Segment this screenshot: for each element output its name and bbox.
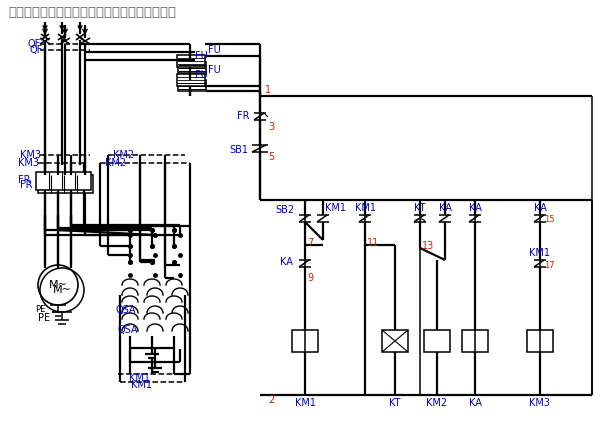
Text: KM1: KM1: [131, 380, 152, 390]
Text: PE: PE: [38, 313, 50, 323]
Text: KM1: KM1: [129, 373, 150, 383]
Text: 5: 5: [268, 152, 275, 162]
Text: KM2: KM2: [426, 398, 447, 408]
Text: 3: 3: [268, 122, 274, 132]
Bar: [424, 330, 450, 352]
Text: KM1: KM1: [325, 203, 346, 213]
Text: KA: KA: [280, 257, 293, 267]
Bar: [36, 172, 91, 190]
Bar: [292, 330, 318, 352]
Bar: [178, 62, 206, 73]
Text: QSA: QSA: [118, 325, 138, 335]
Text: 11: 11: [367, 238, 379, 248]
Text: KA: KA: [439, 203, 452, 213]
Text: 2: 2: [268, 395, 275, 405]
Text: KA: KA: [468, 203, 482, 213]
Text: KM2: KM2: [105, 158, 126, 168]
Text: SB1: SB1: [229, 145, 248, 155]
Text: KM3: KM3: [20, 150, 41, 160]
Bar: [177, 74, 205, 86]
Text: 17: 17: [544, 260, 554, 270]
Text: KA: KA: [533, 203, 547, 213]
Bar: [178, 80, 206, 91]
Text: 7: 7: [307, 238, 313, 248]
Text: 1: 1: [265, 85, 271, 95]
Text: SB2: SB2: [276, 205, 295, 215]
Text: FU: FU: [195, 51, 208, 61]
Text: FR: FR: [238, 111, 250, 121]
Text: M~: M~: [52, 285, 72, 295]
Text: KM2: KM2: [113, 150, 134, 160]
Bar: [38, 175, 93, 193]
Bar: [177, 55, 205, 67]
Text: FR: FR: [20, 180, 33, 190]
Text: KT: KT: [389, 398, 401, 408]
Text: KM1: KM1: [355, 203, 376, 213]
Text: KT: KT: [414, 203, 426, 213]
Text: FU: FU: [195, 70, 208, 80]
Text: KM1: KM1: [294, 398, 315, 408]
Text: KM3: KM3: [18, 158, 39, 168]
Bar: [382, 330, 408, 352]
Bar: [527, 330, 553, 352]
Text: 13: 13: [422, 241, 434, 251]
Text: KA: KA: [468, 398, 482, 408]
Text: QF: QF: [30, 45, 43, 55]
Text: PE: PE: [35, 305, 45, 314]
Text: 15: 15: [544, 216, 554, 225]
Text: FU: FU: [208, 65, 221, 75]
Text: KM1: KM1: [530, 248, 550, 258]
Bar: [462, 330, 488, 352]
Text: KM3: KM3: [530, 398, 550, 408]
Text: QF: QF: [28, 39, 42, 49]
Text: M~: M~: [49, 280, 67, 290]
Text: FU: FU: [208, 45, 221, 55]
Text: FR: FR: [18, 175, 31, 185]
Text: 9: 9: [307, 273, 313, 283]
Text: QSA: QSA: [115, 305, 135, 315]
Text: 电动机自耦降压启动自动控制电路图及常见故障: 电动机自耦降压启动自动控制电路图及常见故障: [8, 6, 176, 19]
